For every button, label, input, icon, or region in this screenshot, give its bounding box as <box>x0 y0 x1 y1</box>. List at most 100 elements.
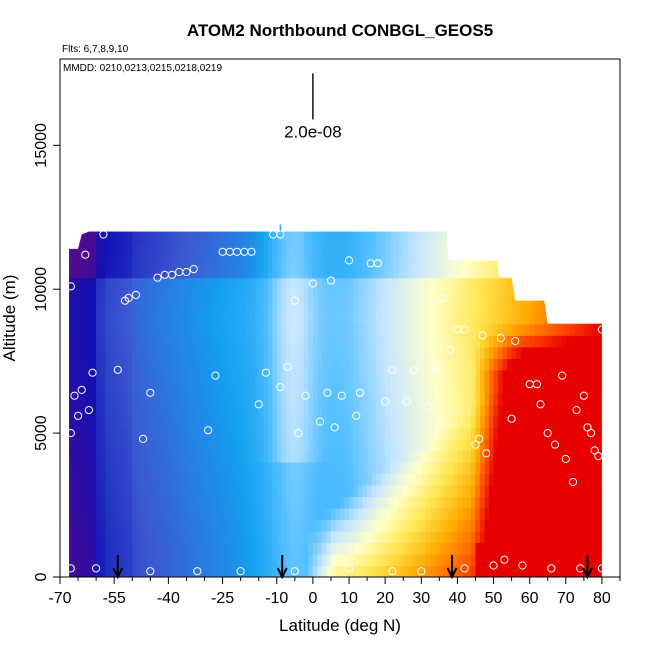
heatmap-cell <box>489 542 495 555</box>
heatmap-cell <box>583 358 589 371</box>
heatmap-cell <box>574 427 580 440</box>
heatmap-cell <box>263 323 269 336</box>
heatmap-cell <box>570 473 576 486</box>
heatmap-cell <box>507 231 513 244</box>
heatmap-cell <box>312 438 319 451</box>
heatmap-cell <box>421 289 427 302</box>
heatmap-cell <box>461 231 468 244</box>
heatmap-cell <box>371 369 377 382</box>
heatmap-cell <box>583 450 589 463</box>
heatmap-cell <box>227 507 233 521</box>
heatmap-cell <box>480 392 486 405</box>
heatmap-cell <box>299 254 305 267</box>
heatmap-cell <box>579 496 585 509</box>
heatmap-cell <box>592 300 599 313</box>
heatmap-cell <box>118 553 124 567</box>
heatmap-cell <box>362 369 368 382</box>
heatmap-cell <box>181 358 188 371</box>
heatmap-cell <box>511 277 517 290</box>
heatmap-cell <box>195 289 201 302</box>
heatmap-cell <box>529 323 535 336</box>
heatmap-cell <box>597 358 602 371</box>
heatmap-cell <box>597 323 602 336</box>
heatmap-cell <box>159 507 165 521</box>
heatmap-cell <box>312 266 319 279</box>
heatmap-cell <box>552 496 558 509</box>
heatmap-cell <box>190 496 197 509</box>
heatmap-cell <box>73 553 79 567</box>
heatmap-cell <box>498 484 504 498</box>
heatmap-cell <box>592 553 599 567</box>
heatmap-cell <box>565 507 571 521</box>
heatmap-cell <box>154 335 160 348</box>
heatmap-cell <box>480 300 486 313</box>
heatmap-cell <box>172 542 179 555</box>
heatmap-cell <box>574 289 580 302</box>
heatmap-cell <box>529 484 535 498</box>
heatmap-cell <box>461 358 468 371</box>
heatmap-cell <box>380 358 386 371</box>
heatmap-cell <box>321 542 328 555</box>
heatmap-cell <box>231 507 237 521</box>
heatmap-cell <box>78 335 84 348</box>
heatmap-cell <box>525 231 531 244</box>
heatmap-cell <box>434 358 440 371</box>
heatmap-cell <box>123 277 129 290</box>
heatmap-cell <box>421 484 427 498</box>
heatmap-cell <box>461 427 468 440</box>
heatmap-cell <box>281 266 287 279</box>
heatmap-cell <box>367 473 373 486</box>
heatmap-cell <box>511 484 517 498</box>
heatmap-cell <box>321 530 328 544</box>
heatmap-cell <box>326 369 332 382</box>
heatmap-cell <box>96 346 102 359</box>
heatmap-cell <box>470 438 477 451</box>
heatmap-cell <box>507 461 513 474</box>
heatmap-cell <box>163 565 169 577</box>
heatmap-cell <box>299 266 305 279</box>
sample-point <box>565 279 574 288</box>
heatmap-cell <box>448 542 454 555</box>
heatmap-cell <box>597 404 602 417</box>
heatmap-cell <box>570 231 576 233</box>
heatmap-cell <box>529 507 535 521</box>
heatmap-cell <box>267 507 273 521</box>
heatmap-cell <box>326 392 332 405</box>
heatmap-cell <box>430 427 436 440</box>
heatmap-cell <box>367 404 373 417</box>
heatmap-cell <box>398 300 404 313</box>
heatmap-cell <box>303 346 309 359</box>
heatmap-cell <box>105 404 111 417</box>
heatmap-cell <box>385 381 391 394</box>
heatmap-cell <box>385 289 391 302</box>
heatmap-cell <box>439 254 445 267</box>
heatmap-cell <box>204 484 210 498</box>
heatmap-cell <box>303 553 309 567</box>
heatmap-cell <box>498 461 504 474</box>
heatmap-cell <box>461 404 468 417</box>
heatmap-cell <box>425 415 431 428</box>
heatmap-cell <box>398 404 404 417</box>
sample-point <box>344 256 354 265</box>
heatmap-cell <box>163 277 169 290</box>
heatmap-cell <box>154 346 160 359</box>
heatmap-cell <box>507 473 513 486</box>
heatmap-cell <box>240 542 246 555</box>
heatmap-cell <box>579 277 585 290</box>
heatmap-cell <box>150 277 156 290</box>
heatmap-cell <box>461 254 468 267</box>
heatmap-cell <box>412 358 418 371</box>
heatmap-cell <box>376 254 382 267</box>
heatmap-cell <box>308 254 314 267</box>
heatmap-cell <box>439 381 445 394</box>
heatmap-cell <box>294 277 300 290</box>
heatmap-cell <box>186 289 192 302</box>
heatmap-cell <box>534 392 540 405</box>
heatmap-cell <box>290 243 296 256</box>
heatmap-cell <box>394 530 400 544</box>
heatmap-cell <box>385 358 391 371</box>
heatmap-cell <box>132 300 138 313</box>
heatmap-cell <box>511 392 517 405</box>
heatmap-cell <box>276 496 282 509</box>
heatmap-cell <box>132 507 138 521</box>
